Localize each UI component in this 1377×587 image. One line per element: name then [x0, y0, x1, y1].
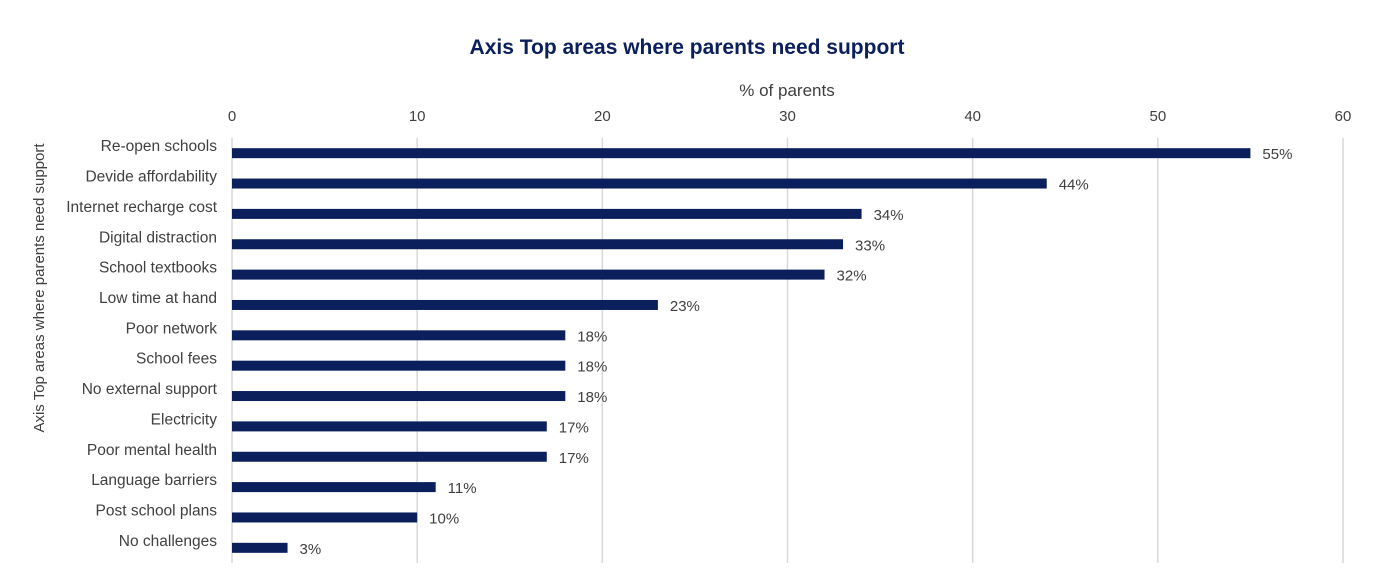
bar: [232, 330, 566, 341]
x-axis-title: % of parents: [739, 81, 834, 100]
x-axis-ticks: 0 10 20 30 40 50 60: [228, 108, 1352, 125]
x-tick-label: 50: [1149, 108, 1166, 125]
gridlines: [231, 138, 1344, 563]
data-label: 23%: [670, 298, 700, 315]
category-label: Devide affordability: [85, 169, 217, 186]
x-tick-label: 0: [228, 108, 236, 125]
chart-title: Axis Top areas where parents need suppor…: [470, 36, 905, 59]
x-tick-label: 40: [964, 108, 981, 125]
category-label: School fees: [136, 351, 217, 368]
bar: [232, 421, 547, 432]
data-label: 18%: [577, 389, 607, 406]
data-label: 18%: [577, 328, 607, 345]
data-label: 3%: [300, 541, 322, 558]
category-labels: Re-open schools Devide affordability Inter…: [66, 138, 217, 550]
category-label: No challenges: [119, 533, 217, 550]
data-label: 17%: [559, 419, 589, 436]
y-axis-title: Axis Top areas where parents need suppor…: [31, 143, 48, 433]
data-label: 33%: [855, 237, 885, 254]
bar: [232, 542, 288, 553]
category-label: School textbooks: [99, 260, 217, 277]
bar: [232, 391, 566, 402]
data-label: 10%: [429, 510, 459, 527]
category-label: Low time at hand: [99, 290, 217, 307]
category-label: Re-open schools: [101, 138, 218, 155]
category-label: Digital distraction: [99, 229, 217, 246]
data-label: 18%: [577, 359, 607, 376]
category-label: Electricity: [151, 411, 218, 428]
category-label: Post school plans: [96, 502, 218, 519]
bars: [232, 148, 1251, 553]
bar: [232, 299, 658, 310]
category-label: Poor mental health: [87, 442, 217, 459]
x-tick-label: 60: [1335, 108, 1352, 125]
x-tick-label: 10: [409, 108, 426, 125]
data-label: 44%: [1059, 177, 1089, 194]
data-label: 32%: [837, 268, 867, 285]
data-labels: 55% 44% 34% 33% 32% 23% 18% 18% 18% 17% 17% 11% 10% 3…: [300, 146, 1293, 558]
bar: [232, 178, 1047, 189]
category-label: Internet recharge cost: [66, 199, 217, 216]
bar: [232, 208, 862, 219]
bar: [232, 451, 547, 462]
bar: [232, 239, 844, 250]
bar: [232, 512, 418, 523]
data-label: 11%: [448, 480, 477, 497]
bar: [232, 360, 566, 371]
data-label: 55%: [1262, 146, 1292, 163]
x-tick-label: 20: [594, 108, 611, 125]
category-label: Poor network: [126, 320, 218, 337]
category-label: Language barriers: [91, 472, 217, 489]
bar: [232, 482, 436, 493]
bar: [232, 269, 825, 280]
data-label: 34%: [874, 207, 904, 224]
category-label: No external support: [82, 381, 218, 398]
bar: [232, 148, 1251, 159]
data-label: 17%: [559, 450, 589, 467]
x-tick-label: 30: [779, 108, 796, 125]
